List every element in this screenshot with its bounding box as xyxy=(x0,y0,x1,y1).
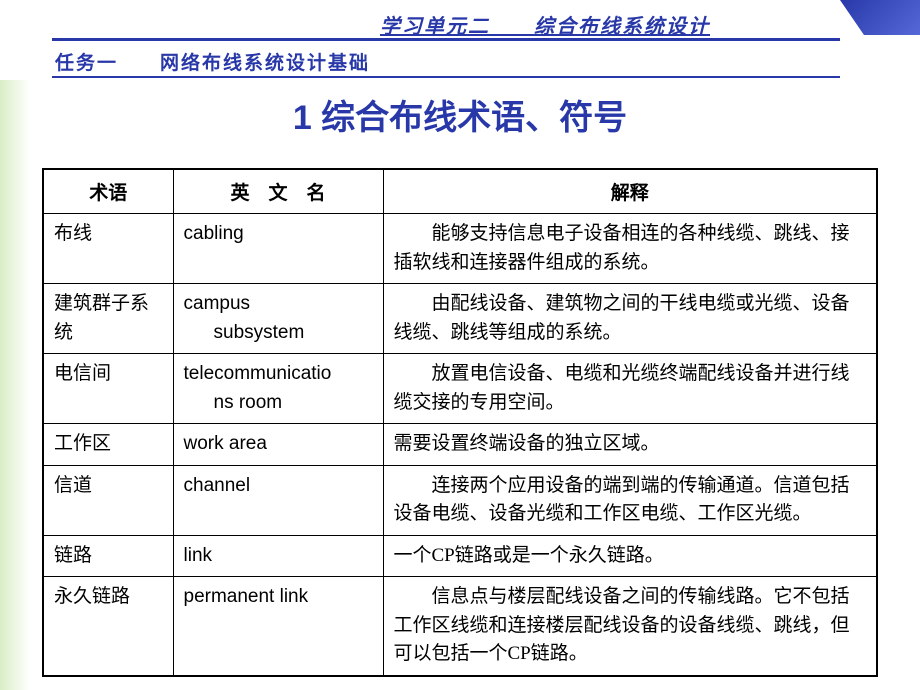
cell-description: 信息点与楼层配线设备之间的传输线路。它不包括工作区线缆和连接楼层配线设备的设备线… xyxy=(383,577,877,676)
header-term: 术语 xyxy=(43,169,173,214)
cell-description: 一个CP链路或是一个永久链路。 xyxy=(383,535,877,577)
page-title: 1 综合布线术语、符号 xyxy=(0,90,920,139)
cell-term: 工作区 xyxy=(43,424,173,466)
header-divider-2 xyxy=(52,76,840,78)
cell-english: cabling xyxy=(173,214,383,284)
cell-term: 链路 xyxy=(43,535,173,577)
cell-description: 由配线设备、建筑物之间的干线电缆或光缆、设备线缆、跳线等组成的系统。 xyxy=(383,284,877,354)
cell-english: channel xyxy=(173,465,383,535)
table-row: 布线cabling 能够支持信息电子设备相连的各种线缆、跳线、接插软线和连接器件… xyxy=(43,214,877,284)
table-row: 信道channel 连接两个应用设备的端到端的传输通道。信道包括设备电缆、设备光… xyxy=(43,465,877,535)
top-corner-decoration xyxy=(840,0,920,35)
cell-english: permanent link xyxy=(173,577,383,676)
table-header-row: 术语 英 文 名 解释 xyxy=(43,169,877,214)
cell-english: campussubsystem xyxy=(173,284,383,354)
left-gradient-decoration xyxy=(0,80,30,690)
terms-table: 术语 英 文 名 解释 布线cabling 能够支持信息电子设备相连的各种线缆、… xyxy=(42,168,878,677)
cell-description: 连接两个应用设备的端到端的传输通道。信道包括设备电缆、设备光缆和工作区电缆、工作… xyxy=(383,465,877,535)
cell-english: link xyxy=(173,535,383,577)
header-divider-1 xyxy=(52,38,840,41)
table-row: 链路link一个CP链路或是一个永久链路。 xyxy=(43,535,877,577)
cell-description: 放置电信设备、电缆和光缆终端配线设备并进行线缆交接的专用空间。 xyxy=(383,354,877,424)
cell-term: 电信间 xyxy=(43,354,173,424)
header-task-title: 任务一 网络布线系统设计基础 xyxy=(55,48,370,75)
cell-term: 建筑群子系统 xyxy=(43,284,173,354)
header-description: 解释 xyxy=(383,169,877,214)
table-row: 建筑群子系统campussubsystem 由配线设备、建筑物之间的干线电缆或光… xyxy=(43,284,877,354)
cell-description: 能够支持信息电子设备相连的各种线缆、跳线、接插软线和连接器件组成的系统。 xyxy=(383,214,877,284)
terms-table-container: 术语 英 文 名 解释 布线cabling 能够支持信息电子设备相连的各种线缆、… xyxy=(42,168,878,677)
table-row: 工作区work area需要设置终端设备的独立区域。 xyxy=(43,424,877,466)
header-unit-title: 学习单元二 综合布线系统设计 xyxy=(380,10,710,39)
cell-term: 永久链路 xyxy=(43,577,173,676)
cell-term: 布线 xyxy=(43,214,173,284)
cell-description: 需要设置终端设备的独立区域。 xyxy=(383,424,877,466)
table-row: 电信间telecommunications room 放置电信设备、电缆和光缆终… xyxy=(43,354,877,424)
cell-english: telecommunications room xyxy=(173,354,383,424)
cell-english: work area xyxy=(173,424,383,466)
header-english: 英 文 名 xyxy=(173,169,383,214)
table-row: 永久链路permanent link 信息点与楼层配线设备之间的传输线路。它不包… xyxy=(43,577,877,676)
cell-term: 信道 xyxy=(43,465,173,535)
